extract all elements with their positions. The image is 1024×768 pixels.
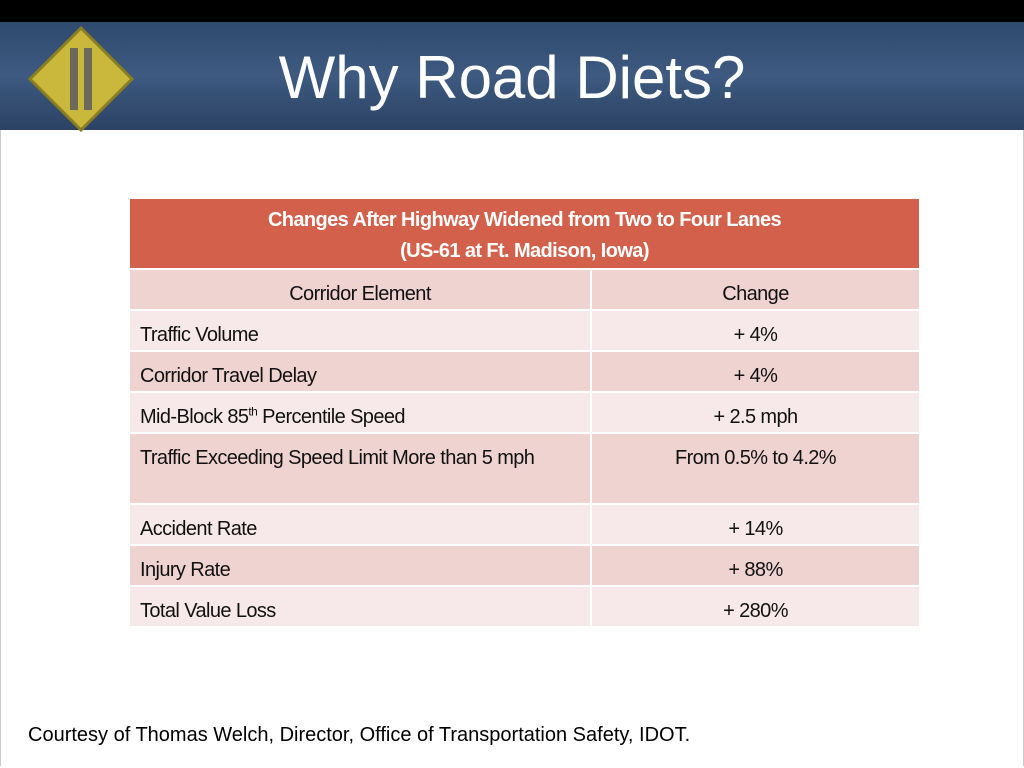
caption-line: (US-61 at Ft. Madison, Iowa) <box>400 240 649 262</box>
cell: + 14% <box>590 503 921 546</box>
caption-line: Changes After Highway Widened from Two t… <box>267 209 782 231</box>
sign-lane <box>70 48 78 110</box>
cell: + 280% <box>590 585 921 628</box>
cell: Mid-Block 85th Percentile Speed <box>128 391 592 434</box>
cell: + 4% <box>590 350 921 393</box>
sign-lane <box>84 48 92 110</box>
cell-text: Mid-Block 85 <box>140 406 249 428</box>
column-header: Corridor Element <box>128 268 592 311</box>
slide-title: Why Road Diets? <box>278 44 746 111</box>
table-caption: Changes After Highway Widened from Two t… <box>128 197 921 270</box>
cell: Traffic Volume <box>128 309 592 352</box>
top-bar <box>0 0 1024 22</box>
data-table: Changes After Highway Widened from Two t… <box>128 197 921 628</box>
cell: Accident Rate <box>128 503 592 546</box>
cell: Total Value Loss <box>128 585 592 628</box>
cell: + 88% <box>590 544 921 587</box>
column-header: Change <box>590 268 921 311</box>
sign-diamond <box>28 26 134 132</box>
cell: From 0.5% to 4.2% <box>590 432 921 505</box>
cell: Injury Rate <box>128 544 592 587</box>
cell: Traffic Exceeding Speed Limit More than … <box>128 432 592 505</box>
banner <box>0 22 1024 130</box>
cell-text: Percentile Speed <box>257 406 405 428</box>
footer-credit: Courtesy of Thomas Welch, Director, Offi… <box>28 724 691 746</box>
cell: + 2.5 mph <box>590 391 921 434</box>
cell: + 4% <box>590 309 921 352</box>
cell: Corridor Travel Delay <box>128 350 592 393</box>
road-sign-icon <box>28 26 134 132</box>
superscript: th <box>248 404 258 419</box>
